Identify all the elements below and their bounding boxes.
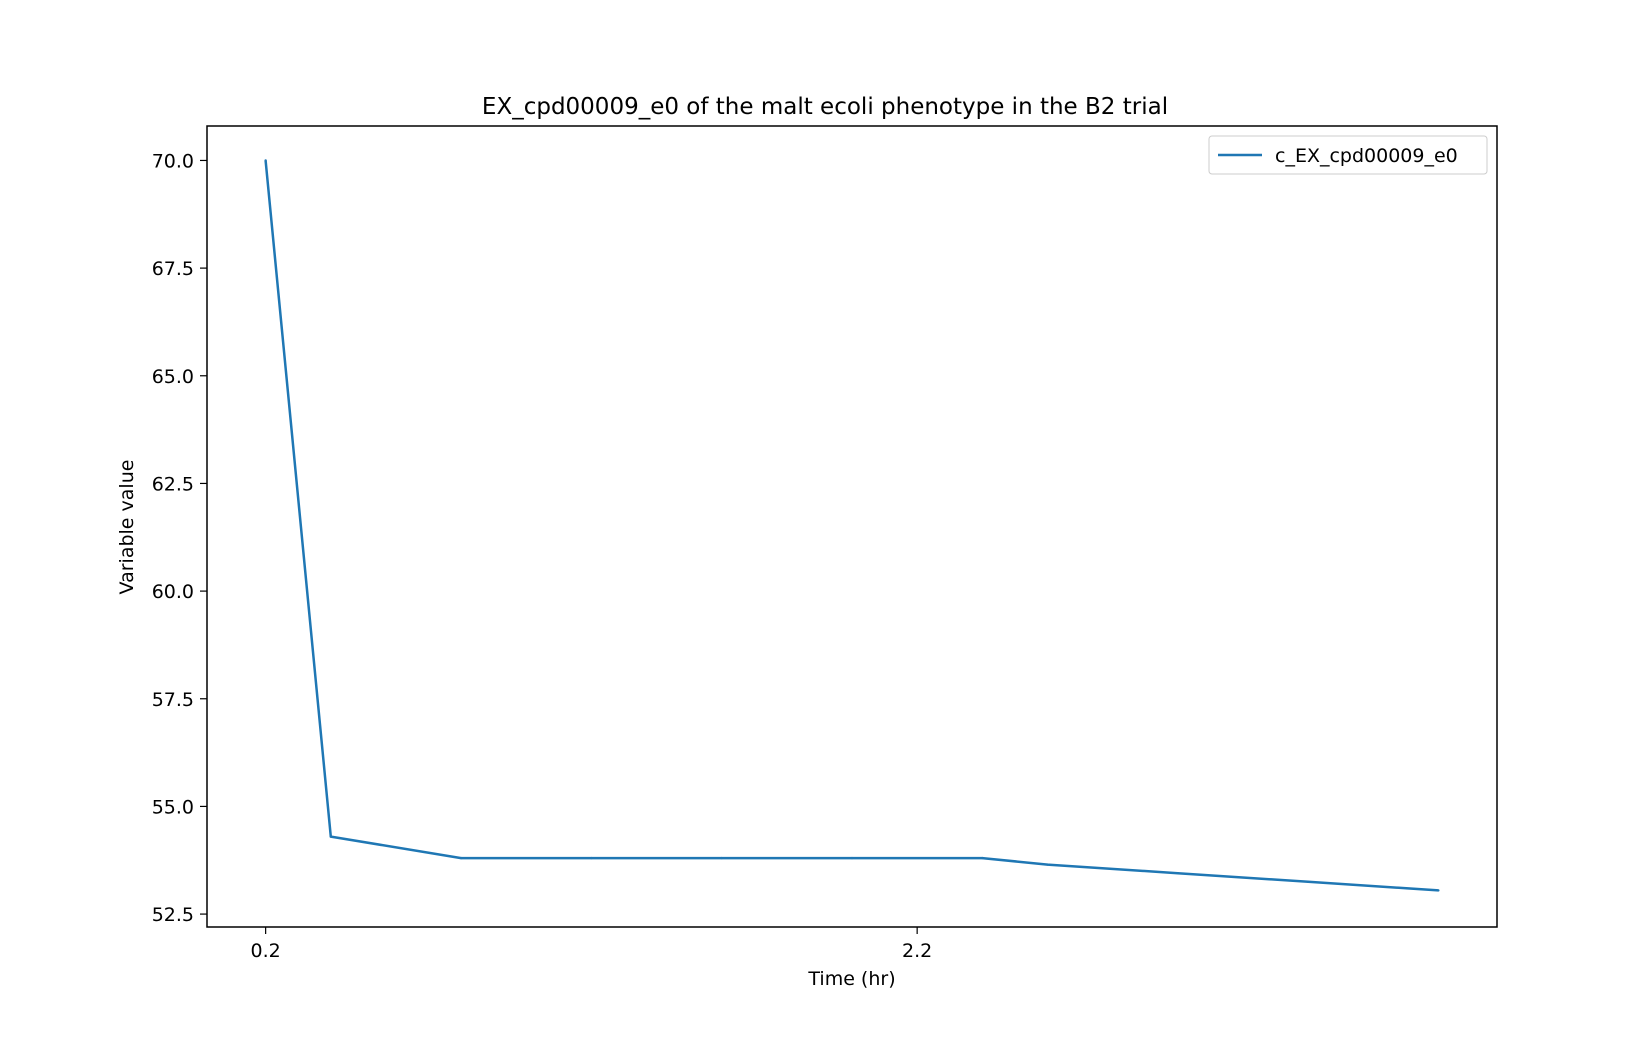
y-tick-label: 57.5 (152, 689, 194, 711)
x-axis: 0.2 2.2 (251, 927, 932, 962)
y-tick-label: 70.0 (152, 150, 194, 172)
data-point (850, 856, 854, 860)
y-tick-label: 65.0 (152, 366, 194, 388)
y-tick-label: 67.5 (152, 258, 194, 280)
axes-frame (206, 125, 1498, 928)
chart-title: EX_cpd00009_e0 of the malt ecoli phenoty… (482, 94, 1168, 120)
legend-label: c_EX_cpd00009_e0 (1275, 145, 1458, 167)
data-point (264, 159, 267, 162)
legend: c_EX_cpd00009_e0 (1208, 135, 1488, 175)
data-point (981, 856, 984, 860)
x-axis-label: Time (hr) (807, 968, 895, 990)
data-point (1306, 880, 1310, 883)
x-tick-label: 0.2 (251, 940, 281, 962)
plot-area (264, 159, 1440, 892)
data-point (1176, 871, 1179, 875)
legend-box (1208, 135, 1488, 175)
data-point (720, 856, 723, 860)
data-point (1046, 863, 1049, 866)
data-point (590, 856, 593, 860)
y-tick-label: 55.0 (152, 796, 194, 818)
y-tick-label: 60.0 (152, 581, 194, 603)
y-tick-label: 52.5 (152, 904, 194, 926)
x-tick-label: 2.2 (902, 940, 932, 962)
data-point (329, 835, 332, 838)
y-tick-label: 62.5 (152, 473, 194, 495)
data-point (1437, 889, 1440, 892)
data-point (459, 856, 463, 860)
y-axis-label: Variable value (116, 460, 138, 595)
y-axis: 52.5 55.0 57.5 60.0 62.5 65.0 67.5 70.0 (152, 150, 207, 926)
